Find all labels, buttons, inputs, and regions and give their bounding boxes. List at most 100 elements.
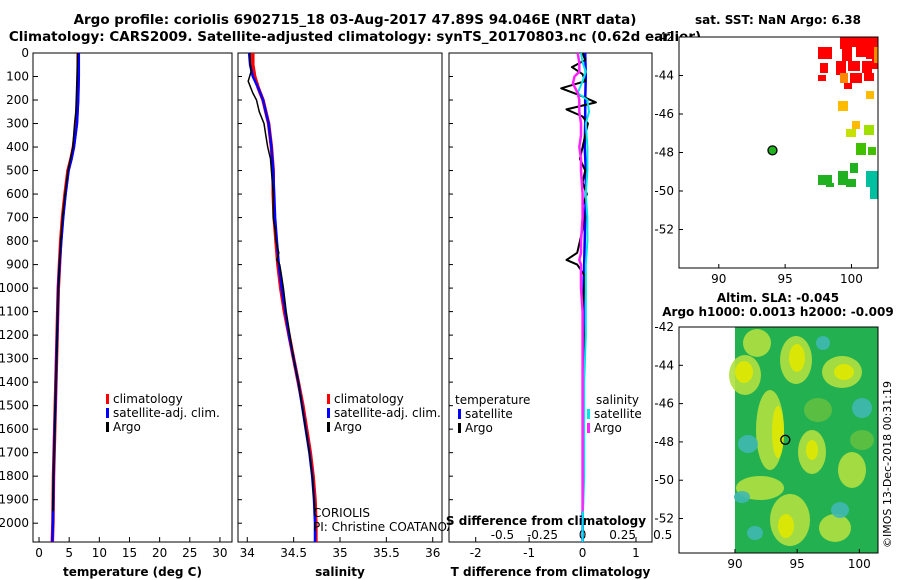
diff-legend-s-argo-swatch [587,423,590,433]
s-difference-label: S difference from climatology [446,514,646,528]
sst-ytick-label: -50 [654,184,674,198]
depth-tick-label: 300 [6,117,29,131]
temperature-panel: 0100200300400500600700800900100011001200… [0,46,233,579]
sla-anomaly-patch [747,526,763,540]
depth-tick-label: 1800 [0,469,29,483]
legend-temperature-title: temperature [455,393,530,407]
depth-tick-label: 800 [6,234,29,248]
depth-tick-label: 0 [21,46,29,60]
sst-pixel [840,37,852,49]
temperature-xtick-label: 25 [182,546,197,560]
salinity-axis-label: salinity [315,565,365,579]
sla-xtick-label: 95 [790,557,805,571]
temperature-xtick-label: 20 [152,546,167,560]
salinity-xtick-label: 34 [240,546,255,560]
salinity-xtick-label: 34.5 [280,546,307,560]
sst-argo-marker [767,145,778,156]
salinity-xtick-label: 36 [425,546,440,560]
depth-tick-label: 2000 [0,516,29,530]
salinity-legend-2-swatch [327,422,330,432]
sst-pixel [864,73,874,81]
sla-title-line-1: Altim. SLA: -0.045 [717,291,839,305]
sst-ytick-label: -46 [654,107,674,121]
sst-xtick-label: 95 [777,272,792,286]
sst-pixel [818,47,832,59]
sla-xtick-label: 100 [848,557,871,571]
diff-legend-s-satellite-swatch [587,409,590,419]
s-difference-tick-label: -0.5 [491,528,514,542]
sla-anomaly-patch [819,514,851,542]
sst-pixel [862,61,872,73]
salinity-legend-1-swatch [327,408,330,418]
sla-anomaly-patch [738,435,758,453]
depth-tick-label: 900 [6,258,29,272]
sla-argo-marker [780,434,791,445]
temperature-argo-line [52,52,79,512]
temperature-xtick-label: 5 [65,546,73,560]
sla-anomaly-patch [789,344,805,372]
temperature-legend-2-swatch [106,422,109,432]
sst-pixel [818,175,832,185]
sla-xtick-label: 90 [727,557,742,571]
depth-tick-label: 400 [6,140,29,154]
depth-tick-label: 1900 [0,493,29,507]
salinity-legend-0-swatch [327,394,330,404]
sst-pixel [818,75,826,81]
sla-anomaly-patch [772,406,784,458]
salinity-xtick-label: 35.5 [373,546,400,560]
salinity-legend-1-label: satellite-adj. clim. [334,406,441,420]
legend-salinity-title: salinity [596,393,639,407]
sla-ytick-label: -50 [654,473,674,487]
depth-tick-label: 1100 [0,305,29,319]
temperature-frame [32,52,233,543]
diff-legend-s-satellite-label: satellite [594,407,642,421]
sla-anomaly-patch [778,514,794,538]
title-line-1: Argo profile: coriolis 6902715_18 03-Aug… [74,12,637,28]
diff-legend-t-argo-label: Argo [465,421,493,435]
sst-pixel [844,83,852,89]
sla-anomaly-patch [806,440,818,460]
sst-pixel [840,73,848,83]
sla-title-line-2: Argo h1000: 0.0013 h2000: -0.009 [662,305,893,319]
sst-pixel [868,147,876,155]
sst-xtick-label: 100 [840,272,863,286]
s-difference-tick-label: -0.25 [527,528,558,542]
sst-pixel [850,163,858,173]
difference-xtick-label: 1 [632,546,640,560]
title-line-2: Climatology: CARS2009. Satellite-adjuste… [9,29,701,45]
sla-ytick-label: -44 [654,358,674,372]
sst-pixel [866,171,878,187]
imos-watermark: ©IMOS 13-Dec-2018 00:31:19 [881,381,894,548]
sst-pixel [838,101,848,111]
temperature-legend-2-label: Argo [113,420,141,434]
depth-tick-label: 700 [6,211,29,225]
temperature-axis-label: temperature (deg C) [63,565,202,579]
depth-tick-label: 200 [6,93,29,107]
sla-anomaly-patch [816,336,830,350]
salinity-legend-2-label: Argo [334,420,362,434]
sst-pixel [838,171,848,185]
difference-xtick-label: 0 [579,546,587,560]
depth-tick-label: 1700 [0,446,29,460]
depth-tick-label: 1000 [0,281,29,295]
sla-anomaly-patch [735,361,753,383]
temperature-xtick-label: 10 [92,546,107,560]
sst-ytick-label: -42 [654,30,674,44]
sst-pixel [842,49,852,61]
sst-background [679,37,878,268]
sst-pixel [846,129,856,137]
salinity-frame [237,52,443,543]
sst-xtick-label: 90 [711,272,726,286]
temperature-legend-0-label: climatology [113,392,183,406]
salinity-panel: 34 34.5 35 35.5 36 salinity climatologysatelli… [237,52,464,579]
s-difference-tick-label: 0.25 [609,528,636,542]
sst-pixel [852,37,864,47]
sst-pixel [848,61,860,71]
diff-legend-s-argo-label: Argo [594,421,622,435]
depth-tick-label: 100 [6,70,29,84]
temperature-legend-0-swatch [106,394,109,404]
diff-legend-t-argo-swatch [458,423,461,433]
sst-pixel [866,91,874,99]
sst-pixel [836,61,846,75]
